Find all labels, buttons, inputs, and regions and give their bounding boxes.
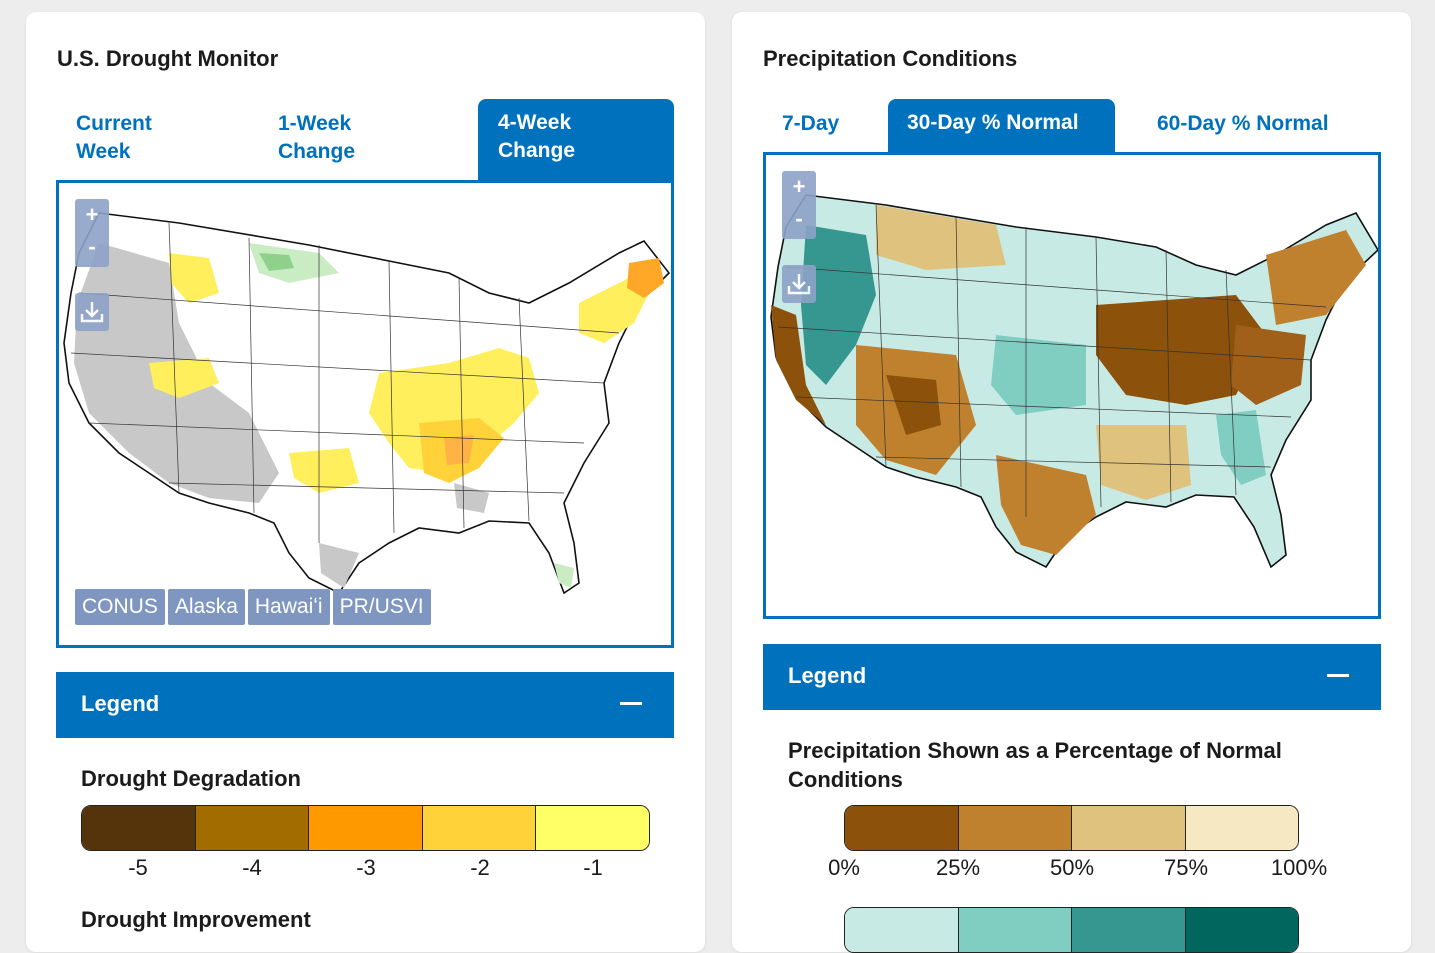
dry-east xyxy=(1231,325,1306,405)
degradation-swatches xyxy=(81,805,650,851)
degradation-heading: Drought Degradation xyxy=(81,766,301,791)
degradation-label: -1 xyxy=(583,855,603,880)
precip-map-canvas xyxy=(770,194,1378,569)
precip-swatch xyxy=(1072,806,1186,850)
region-pr-usvi-button[interactable]: PR/USVI xyxy=(332,589,431,625)
degradation-1-west xyxy=(149,358,219,398)
tab-label-line1: 1-Week xyxy=(278,112,352,135)
dry-south xyxy=(1096,425,1191,500)
precipitation-card: Precipitation Conditions 7-Day 30-Day % … xyxy=(732,12,1411,953)
zoom-controls: + - xyxy=(782,171,816,239)
degradation-1-midwest xyxy=(369,348,539,473)
precip-swatch xyxy=(958,806,1072,850)
tab-60-day-normal[interactable]: 60-Day % Normal xyxy=(1157,112,1329,135)
download-button[interactable] xyxy=(782,265,816,303)
degradation-swatch xyxy=(82,806,196,850)
improvement-north-dark xyxy=(259,253,294,271)
wet-west xyxy=(801,225,876,385)
drought-map-canvas xyxy=(63,212,671,595)
dry-northeast xyxy=(1266,230,1366,325)
precip-tick-label: 0% xyxy=(828,855,860,880)
above-normal-swatches xyxy=(844,907,1299,953)
precip-tick-label: 75% xyxy=(1163,855,1209,880)
legend-title: Legend xyxy=(81,691,160,716)
precip-tick-label: 25% xyxy=(935,855,981,880)
improvement-north xyxy=(249,243,339,283)
region-hawaii-button[interactable]: Hawaiʻi xyxy=(247,589,330,625)
drought-monitor-card: U.S. Drought Monitor Current Week 1-Week… xyxy=(26,12,705,952)
degradation-label: -2 xyxy=(470,855,490,880)
region-alaska-button[interactable]: Alaska xyxy=(167,589,245,625)
precip-tick-label: 100% xyxy=(1270,855,1328,880)
dry-ohio-valley xyxy=(1096,295,1266,405)
download-button[interactable] xyxy=(75,293,109,331)
tab-label-line2: Change xyxy=(278,140,356,163)
dry-north-plains xyxy=(876,205,1006,270)
drought-map[interactable]: + - CONUS Alaska Hawaiʻi PR/USVI xyxy=(56,180,674,648)
collapse-icon[interactable] xyxy=(1327,674,1349,677)
precip-tick-label: 50% xyxy=(1049,855,1095,880)
precipitation-map[interactable]: + - xyxy=(763,152,1381,619)
precip-swatch xyxy=(958,908,1072,952)
degradation-label: -4 xyxy=(242,855,262,880)
tab-label-line2: Week xyxy=(76,140,131,163)
gray-region-texas xyxy=(319,543,359,588)
tab-30-day-normal[interactable]: 30-Day % Normal xyxy=(888,99,1115,153)
zoom-controls: + - xyxy=(75,199,109,267)
wet-plains xyxy=(991,335,1086,415)
dry-west-coast xyxy=(771,305,826,425)
precip-legend-header[interactable]: Legend xyxy=(763,644,1381,710)
improvement-heading: Drought Improvement xyxy=(81,907,311,932)
state-borders xyxy=(70,222,620,543)
zoom-in-button[interactable]: + xyxy=(85,202,99,227)
zoom-out-button[interactable]: - xyxy=(795,206,803,231)
tab-1-week-change[interactable]: 1-Week Change xyxy=(278,110,428,180)
state-borders xyxy=(777,204,1327,517)
tab-7-day[interactable]: 7-Day xyxy=(782,112,840,135)
region-selector: CONUS Alaska Hawaiʻi PR/USVI xyxy=(75,589,431,625)
precip-card-title: Precipitation Conditions xyxy=(763,46,1018,71)
download-icon xyxy=(80,302,104,323)
degradation-swatch xyxy=(309,806,423,850)
precip-swatch xyxy=(845,908,959,952)
precip-swatch xyxy=(1185,806,1298,850)
degradation-3-midsouth xyxy=(444,435,474,465)
precip-legend-heading: Precipitation Shown as a Percentage of N… xyxy=(788,738,1282,792)
degradation-1-northwest xyxy=(169,253,219,303)
degradation-swatch xyxy=(422,806,537,850)
collapse-icon[interactable] xyxy=(620,702,642,705)
drought-card-title: U.S. Drought Monitor xyxy=(57,46,279,71)
degradation-1-plains xyxy=(289,448,359,493)
zoom-out-button[interactable]: - xyxy=(88,234,96,259)
download-icon xyxy=(787,274,811,295)
precip-swatch xyxy=(845,806,959,850)
degradation-label: -3 xyxy=(356,855,376,880)
region-conus-button[interactable]: CONUS xyxy=(75,589,165,625)
tab-4-week-change[interactable]: 4-Week Change xyxy=(478,99,674,183)
dry-texas xyxy=(996,455,1096,555)
tab-label-line1: 4-Week xyxy=(498,111,572,134)
degradation-swatch xyxy=(195,806,310,850)
zoom-in-button[interactable]: + xyxy=(792,174,806,199)
improvement-florida xyxy=(554,563,574,588)
degradation-label: -5 xyxy=(128,855,148,880)
below-normal-swatches xyxy=(844,805,1299,851)
tab-current-week[interactable]: Current Week xyxy=(76,110,226,180)
degradation-1-northeast xyxy=(579,278,649,343)
degradation-swatch xyxy=(536,806,649,850)
precip-swatch xyxy=(1185,908,1298,952)
precip-swatch xyxy=(1072,908,1186,952)
degradation-3-maine xyxy=(627,258,664,298)
dry-southwest-core xyxy=(886,375,941,435)
drought-legend-header[interactable]: Legend xyxy=(56,672,674,738)
tab-label-line1: Current xyxy=(76,112,152,135)
legend-title: Legend xyxy=(788,663,867,688)
tab-label-line2: Change xyxy=(498,139,576,162)
